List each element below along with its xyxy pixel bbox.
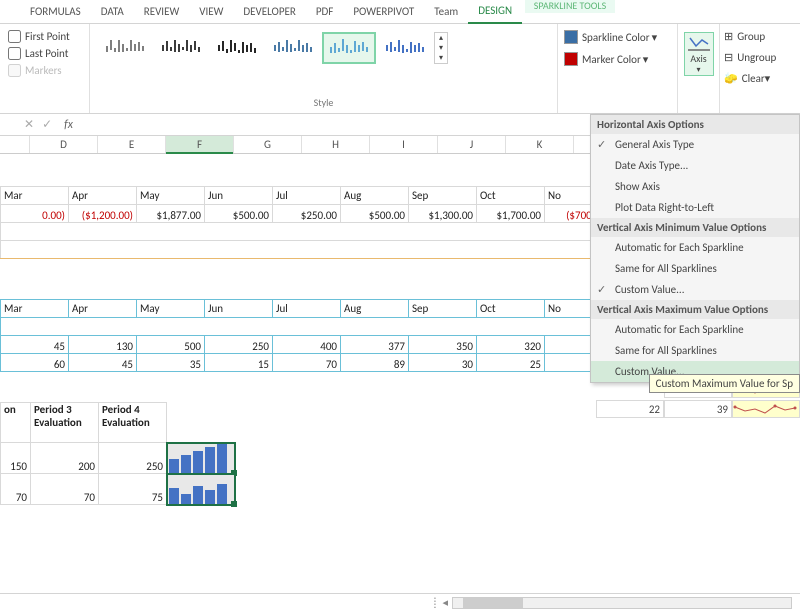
axis-dropdown-menu: Horizontal Axis Options✓General Axis Typ… <box>590 114 800 383</box>
menu-header: Horizontal Axis Options <box>591 115 799 134</box>
axis-group: Axis ▾ <box>678 24 720 113</box>
first-point-checkbox[interactable]: First Point <box>8 30 81 43</box>
last-point-checkbox[interactable]: Last Point <box>8 47 81 60</box>
ribbon-tab-formulas[interactable]: FORMULAS <box>20 0 91 24</box>
ribbon-tab-powerpivot[interactable]: POWERPIVOT <box>343 0 424 24</box>
table-row: 45130500250400377350320100 <box>1 336 613 354</box>
column-header[interactable]: E <box>98 136 166 153</box>
table-row: MarAprMayJunJulAugSepOctNo <box>1 300 613 318</box>
tooltip: Custom Maximum Value for Sp <box>649 374 800 393</box>
marker-color-swatch <box>564 52 578 66</box>
menu-header: Vertical Axis Minimum Value Options <box>591 218 799 237</box>
style-swatch[interactable] <box>322 32 376 64</box>
style-swatch[interactable] <box>210 32 264 64</box>
clear-button[interactable]: 🧽 Clear ▾ <box>724 72 796 85</box>
horizontal-scrollbar[interactable] <box>452 597 792 609</box>
table-row: MarAprMayJunJulAugSepOctNo <box>1 187 613 205</box>
ribbon-body: First Point Last Point Markers ▴▾▾ Style… <box>0 24 800 114</box>
ribbon-tab-developer[interactable]: DEVELOPER <box>233 0 305 24</box>
menu-item[interactable]: ✓General Axis Type <box>591 134 799 155</box>
column-header[interactable]: I <box>370 136 438 153</box>
far-values-bottom: 22 39 <box>596 400 800 418</box>
ribbon-tab-view[interactable]: VIEW <box>189 0 233 24</box>
axis-button[interactable]: Axis ▾ <box>684 32 714 76</box>
ribbon-tab-pdf[interactable]: PDF <box>306 0 344 24</box>
table-row: onPeriod 3 EvaluationPeriod 4 Evaluation <box>1 403 235 443</box>
group-buttons-group: ⊞ Group ⊟ Ungroup 🧽 Clear ▾ <box>720 24 800 113</box>
context-tab-label: SPARKLINE TOOLS <box>525 0 615 13</box>
cancel-icon[interactable]: ✕ <box>24 117 34 132</box>
menu-item[interactable]: Show Axis <box>591 176 799 197</box>
menu-item[interactable]: Date Axis Type... <box>591 155 799 176</box>
menu-header: Vertical Axis Maximum Value Options <box>591 300 799 319</box>
points-group: First Point Last Point Markers <box>0 24 90 113</box>
ungroup-button[interactable]: ⊟ Ungroup <box>724 51 796 64</box>
table-block-3: onPeriod 3 EvaluationPeriod 4 Evaluation… <box>0 402 235 505</box>
style-swatch[interactable] <box>378 32 432 64</box>
table-row: 150200250 <box>1 443 235 474</box>
menu-item[interactable]: Same for All Sparklines <box>591 258 799 279</box>
style-gallery-more[interactable]: ▴▾▾ <box>434 32 448 64</box>
marker-color-button[interactable]: Marker Color ▾ <box>564 52 671 66</box>
confirm-icon[interactable]: ✓ <box>42 117 52 132</box>
style-gallery: ▴▾▾ <box>98 28 549 68</box>
sparkline-cell[interactable] <box>167 443 235 474</box>
ribbon-tabs: FORMULASDATAREVIEWVIEWDEVELOPERPDFPOWERP… <box>0 0 800 24</box>
menu-item[interactable]: Automatic for Each Sparkline <box>591 319 799 340</box>
table-block-1: MarAprMayJunJulAugSepOctNo 0.00)($1,200.… <box>0 186 613 259</box>
menu-item[interactable]: ✓Custom Value... <box>591 279 799 300</box>
sparkline-color-swatch <box>564 30 578 44</box>
menu-item[interactable]: Automatic for Each Sparkline <box>591 237 799 258</box>
column-header[interactable]: K <box>506 136 574 153</box>
ribbon-tab-review[interactable]: REVIEW <box>134 0 190 24</box>
table-block-2: MarAprMayJunJulAugSepOctNo 4513050025040… <box>0 299 613 372</box>
column-header[interactable]: J <box>438 136 506 153</box>
table-row: 0.00)($1,200.00)$1,877.00$500.00$250.00$… <box>1 205 613 223</box>
menu-item[interactable]: Plot Data Right-to-Left <box>591 197 799 218</box>
color-group: Sparkline Color ▾ Marker Color ▾ <box>558 24 678 113</box>
menu-item[interactable]: Same for All Sparklines <box>591 340 799 361</box>
style-group: ▴▾▾ Style <box>90 24 558 113</box>
table-row: 604535157089302525 <box>1 354 613 372</box>
sparkline-color-button[interactable]: Sparkline Color ▾ <box>564 30 671 44</box>
column-header[interactable]: F <box>166 136 234 153</box>
status-bar: ⁞ ◂ <box>0 593 800 611</box>
style-swatch[interactable] <box>266 32 320 64</box>
sparkline-cell <box>732 400 800 418</box>
sparkline-cell[interactable] <box>167 474 235 505</box>
fx-label[interactable]: fx <box>64 118 73 132</box>
style-swatch[interactable] <box>154 32 208 64</box>
group-button[interactable]: ⊞ Group <box>724 30 796 43</box>
style-swatch[interactable] <box>98 32 152 64</box>
style-group-label: Style <box>98 96 549 109</box>
column-header[interactable]: H <box>302 136 370 153</box>
axis-icon <box>688 34 710 52</box>
column-header[interactable]: G <box>234 136 302 153</box>
table-row: 707075 <box>1 474 235 505</box>
ribbon-tab-design[interactable]: DESIGN <box>468 0 522 24</box>
ribbon-tab-team[interactable]: Team <box>424 0 468 24</box>
ribbon-tab-data[interactable]: DATA <box>91 0 134 24</box>
column-header[interactable]: D <box>30 136 98 153</box>
markers-checkbox[interactable]: Markers <box>8 64 81 77</box>
